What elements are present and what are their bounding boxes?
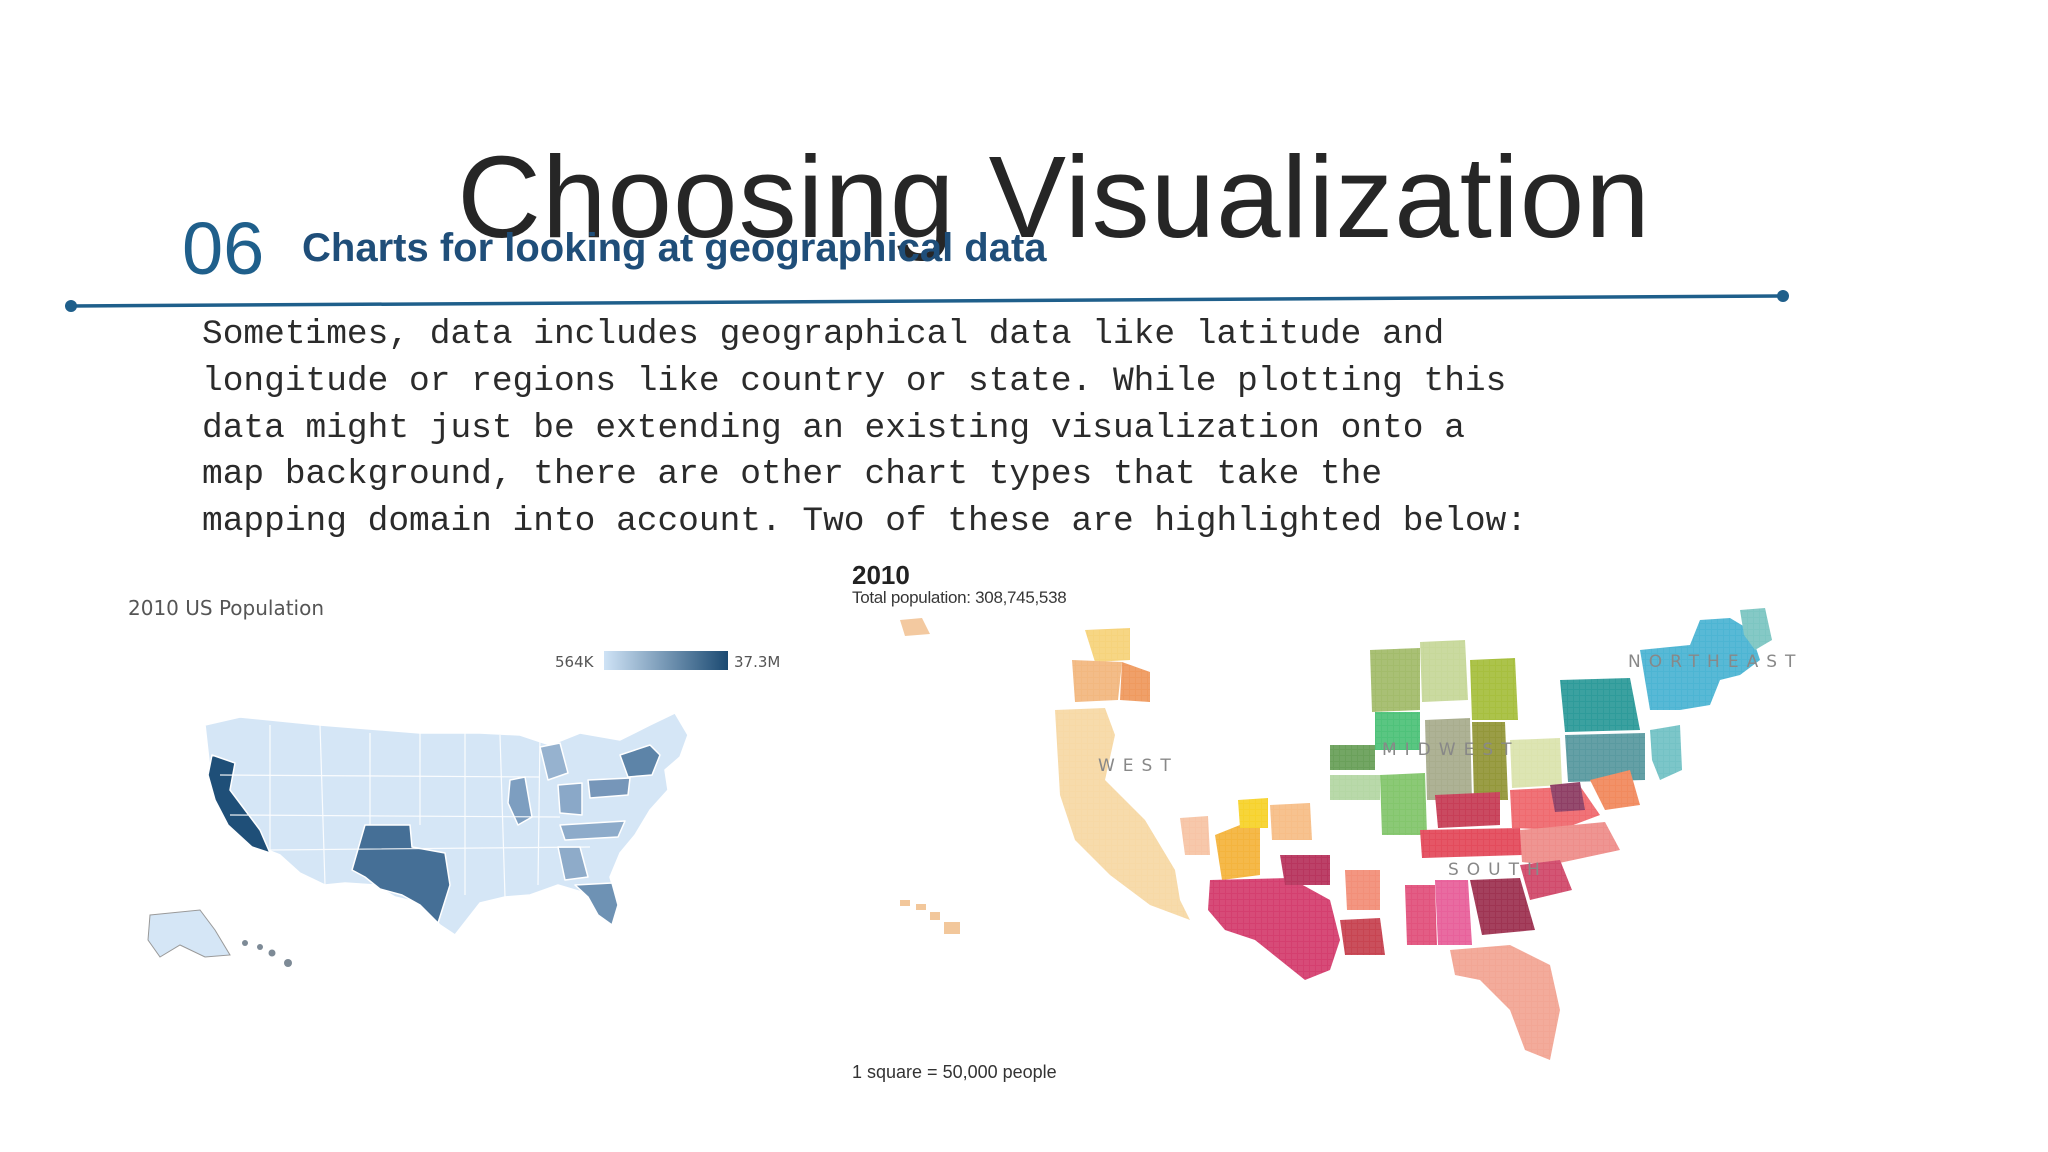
divider-line xyxy=(65,290,1789,312)
body-line: Sometimes, data includes geographical da… xyxy=(202,315,1445,354)
state-new-york xyxy=(619,744,661,778)
body-line: map background, there are other chart ty… xyxy=(202,455,1383,495)
region-label-west: WEST xyxy=(1098,756,1179,776)
state-michigan xyxy=(539,742,569,781)
legend-max-label: 37.3M xyxy=(734,653,781,671)
state-north-carolina xyxy=(559,820,626,841)
state-alaska xyxy=(147,909,231,958)
legend-min-label: 564K xyxy=(555,653,594,671)
stray-mark: . xyxy=(305,304,314,337)
state-alaska-tile xyxy=(900,618,930,636)
section-number: 06 xyxy=(182,207,265,290)
hawaii-tiles xyxy=(900,900,960,934)
region-label-midwest: MIDWEST xyxy=(1382,740,1520,760)
region-label-south: SOUTH xyxy=(1448,860,1548,880)
scale-note: 1 square = 50,000 people xyxy=(852,1062,1057,1082)
state-california xyxy=(207,754,271,854)
state-pennsylvania xyxy=(587,777,631,799)
choropleth-title: 2010 US Population xyxy=(128,596,325,620)
hawaii-islands xyxy=(242,940,292,967)
slide-title: Choosing Visualization xyxy=(457,131,1651,262)
us-choropleth-map xyxy=(147,712,689,967)
map-year-label: 2010 xyxy=(852,560,910,590)
state-florida xyxy=(574,882,619,926)
section-heading: Charts for looking at geographical data xyxy=(302,226,1047,270)
body-line: mapping domain into account. Two of thes… xyxy=(202,502,1528,542)
body-paragraph: . Sometimes, data includes geographical … xyxy=(202,304,1712,546)
state-illinois xyxy=(507,776,533,826)
region-label-northeast: NORTHEAST xyxy=(1628,652,1804,672)
body-line: longitude or regions like country or sta… xyxy=(202,361,1507,401)
us-dot-density-map xyxy=(860,600,1940,1100)
body-line: data might just be extending an existing… xyxy=(202,408,1465,448)
state-ohio xyxy=(557,782,583,816)
legend-gradient-bar xyxy=(604,651,728,670)
